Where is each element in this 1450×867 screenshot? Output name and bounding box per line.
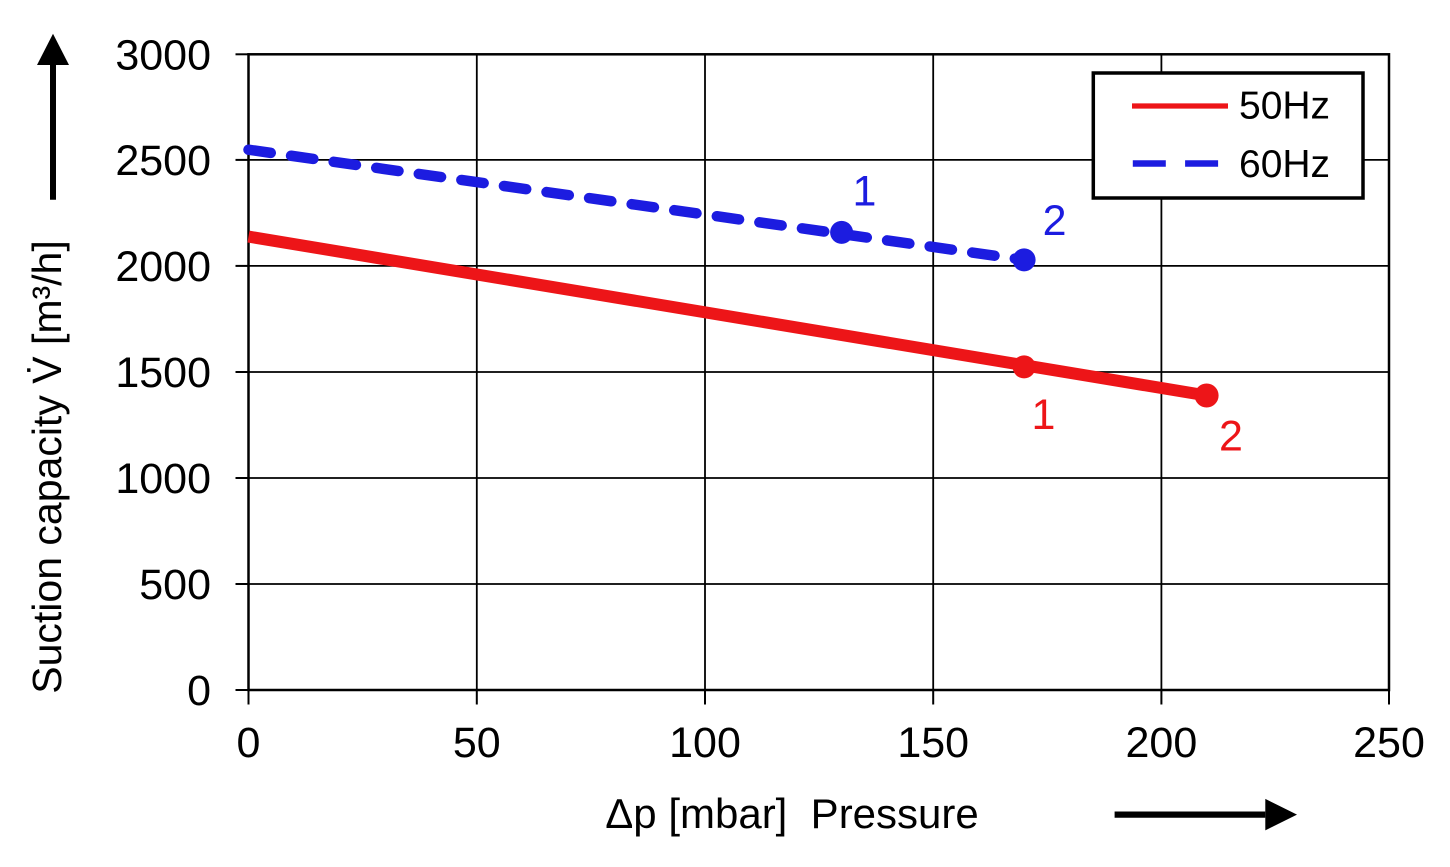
svg-text:1: 1 bbox=[1032, 391, 1056, 439]
svg-text:Δp [mbar] Pressure: Δp [mbar] Pressure bbox=[605, 790, 979, 837]
svg-text:1: 1 bbox=[853, 168, 877, 216]
svg-text:100: 100 bbox=[669, 719, 741, 767]
svg-text:50: 50 bbox=[453, 719, 501, 767]
svg-text:0: 0 bbox=[237, 719, 261, 767]
svg-text:2: 2 bbox=[1219, 413, 1243, 461]
svg-text:2: 2 bbox=[1043, 197, 1067, 245]
svg-text:1000: 1000 bbox=[115, 455, 211, 503]
svg-text:1500: 1500 bbox=[115, 349, 211, 397]
svg-text:50Hz: 50Hz bbox=[1239, 85, 1330, 128]
svg-text:2500: 2500 bbox=[115, 137, 211, 185]
svg-text:200: 200 bbox=[1126, 719, 1198, 767]
svg-text:150: 150 bbox=[897, 719, 969, 767]
svg-text:3000: 3000 bbox=[115, 31, 211, 79]
svg-text:60Hz: 60Hz bbox=[1239, 143, 1330, 186]
svg-text:0: 0 bbox=[187, 667, 211, 715]
svg-text:250: 250 bbox=[1353, 719, 1425, 767]
svg-text:500: 500 bbox=[139, 561, 211, 609]
svg-text:Suction capacity V̇ [m³/h]: Suction capacity V̇ [m³/h] bbox=[24, 240, 70, 693]
svg-text:2000: 2000 bbox=[115, 243, 211, 291]
